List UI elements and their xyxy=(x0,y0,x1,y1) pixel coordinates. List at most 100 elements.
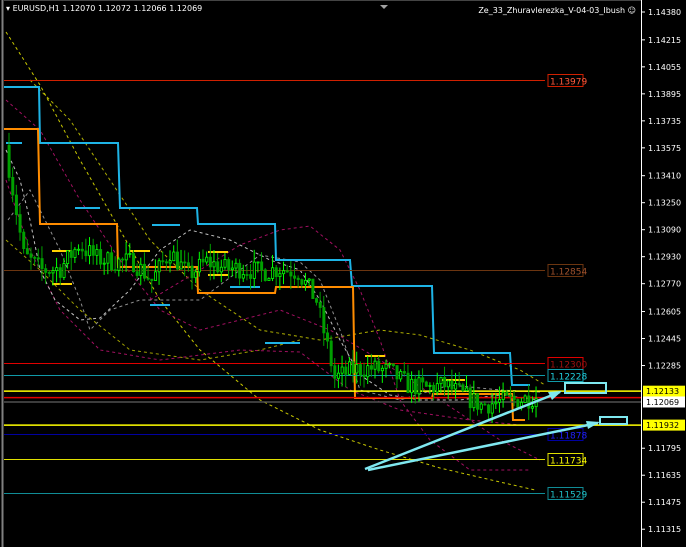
candle-body xyxy=(293,275,297,279)
candle-body xyxy=(234,262,238,269)
candle-body xyxy=(428,384,432,387)
candle-body xyxy=(194,271,198,279)
candle-body xyxy=(84,250,88,257)
price-axis[interactable]: 1.14380 1.14215 1.14055 1.13895 1.13735 1.135… xyxy=(641,8,681,534)
candle-body xyxy=(410,378,414,394)
candle-body xyxy=(7,144,11,178)
trend-arrow-upper[interactable] xyxy=(364,390,561,471)
candle-body xyxy=(212,261,216,268)
target-box-upper[interactable] xyxy=(564,382,607,394)
candle-body xyxy=(318,301,322,308)
candle-body xyxy=(263,269,267,281)
axis-tick-label: 1.13575 xyxy=(648,144,681,153)
candle-body xyxy=(351,361,355,374)
candle-body xyxy=(432,384,436,393)
candle-body xyxy=(186,262,190,267)
price-level-label-box[interactable] xyxy=(547,487,584,500)
candle-body xyxy=(505,391,509,396)
price-level-label-box[interactable] xyxy=(547,264,584,277)
candle-body xyxy=(347,361,351,375)
candle-body xyxy=(443,377,447,388)
candle-body xyxy=(117,258,121,271)
arrowhead-icon xyxy=(548,391,562,400)
target-box-lower[interactable] xyxy=(599,416,628,425)
candle-body xyxy=(322,307,326,334)
candle-body xyxy=(490,403,494,414)
candle-body xyxy=(249,274,253,279)
candle-body xyxy=(47,272,51,274)
axis-tick-label: 1.13410 xyxy=(648,172,681,181)
candle-body xyxy=(14,194,18,215)
candle-body xyxy=(450,380,454,390)
candle-body xyxy=(205,256,209,263)
candle-body xyxy=(99,249,103,265)
price-level-label: 1.13979 xyxy=(550,78,587,88)
candle-body xyxy=(25,248,29,255)
chart-title: ▾ EURUSD,H1 1.12070 1.12072 1.12066 1.12… xyxy=(6,4,202,13)
price-level-label-box[interactable] xyxy=(547,74,584,87)
candle-body xyxy=(102,262,106,265)
candle-body xyxy=(36,257,40,260)
trend-arrows[interactable] xyxy=(364,382,628,472)
trend-arrow-lower[interactable] xyxy=(367,421,599,472)
candle-body xyxy=(399,371,403,380)
candle-body xyxy=(523,395,527,403)
candle-body xyxy=(311,278,315,299)
candle-body xyxy=(468,387,472,409)
price-level-label-box[interactable] xyxy=(547,453,584,466)
candle-body xyxy=(366,365,370,378)
candle-body xyxy=(501,391,505,400)
candle-body xyxy=(388,363,392,366)
candle-body xyxy=(113,269,117,272)
candle-body xyxy=(77,248,81,251)
candle-body xyxy=(124,253,128,261)
candle-body xyxy=(402,371,406,374)
candle-body xyxy=(161,260,165,263)
candle-body xyxy=(230,267,234,270)
candle-body xyxy=(391,363,395,367)
candle-body xyxy=(128,253,132,255)
candle-body xyxy=(216,261,220,273)
candle-body xyxy=(509,394,513,397)
candle-body xyxy=(164,261,168,264)
candle-body xyxy=(395,365,399,380)
blue-step-line xyxy=(4,86,530,386)
candle-body xyxy=(307,278,311,281)
current-price-marker xyxy=(643,419,685,431)
candle-body xyxy=(95,249,99,256)
candle-body xyxy=(175,251,179,270)
candle-body xyxy=(143,263,147,279)
price-level-label: 1.12228 xyxy=(550,373,587,383)
candle-body xyxy=(516,399,520,409)
candle-body xyxy=(498,399,502,403)
axis-tick-label: 1.12605 xyxy=(648,308,681,317)
axis-tick-label: 1.13895 xyxy=(648,90,681,99)
candle-body xyxy=(51,270,55,274)
price-level-label: 1.11878 xyxy=(550,432,587,442)
white-dashed-curve xyxy=(7,189,541,401)
candle-body xyxy=(208,256,212,268)
axis-tick-label: 1.14055 xyxy=(648,63,681,72)
candle-body xyxy=(472,393,476,409)
price-level-label-box[interactable] xyxy=(547,369,584,382)
candle-body xyxy=(190,265,194,279)
candle-body xyxy=(336,372,340,379)
indicator-collapse-icon[interactable] xyxy=(380,5,388,9)
candle-body xyxy=(29,253,33,258)
candle-body xyxy=(227,259,231,270)
candle-body xyxy=(369,365,373,370)
collapse-triangle-icon[interactable]: ▾ xyxy=(6,4,13,13)
candle-body xyxy=(340,366,344,374)
candle-body xyxy=(457,383,461,386)
candle-body xyxy=(530,406,534,409)
axis-tick-label: 1.12445 xyxy=(648,335,681,344)
candle-body xyxy=(479,403,483,410)
candle-body xyxy=(197,258,201,273)
candle-body xyxy=(91,245,95,256)
candle-body xyxy=(106,252,110,264)
axis-tick-label: 1.11635 xyxy=(648,471,681,480)
candle-body xyxy=(73,248,77,258)
current-price-label: 1.12133 xyxy=(646,387,679,396)
candle-body xyxy=(88,245,92,257)
